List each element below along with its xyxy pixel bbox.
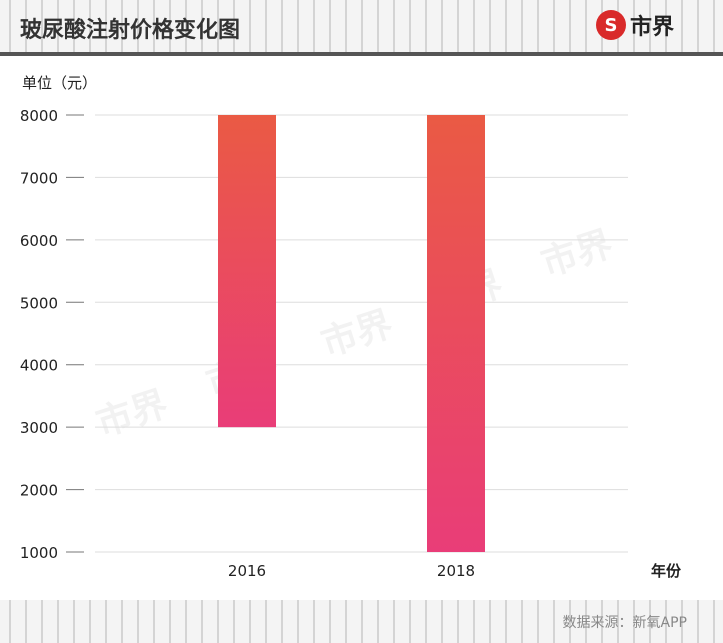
x-tick-label: 2018 [437,562,475,580]
logo-text: 市界 [630,15,675,40]
y-tick-label: 5000 [20,294,58,312]
chart-plot: 1000 2000 3000 4000 5000 6000 7000 8000 2016 2018… [20,107,682,580]
x-tick-label: 2016 [228,562,266,580]
bar-2018 [427,115,485,552]
bar-2016 [218,115,276,428]
y-tick-label: 4000 [20,357,58,375]
y-tick-label: 8000 [20,107,58,125]
x-axis-label: 年份 [651,562,682,580]
header-band: 玻尿酸注射价格变化图 S 市界 [0,0,723,56]
y-tick-label: 3000 [20,419,58,437]
y-tick-label: 7000 [20,169,58,187]
data-source: 数据来源：新氧APP [562,615,687,631]
logo: S 市界 [596,9,674,41]
y-tick-label: 2000 [20,482,58,500]
footer-band: 数据来源：新氧APP [0,600,723,643]
chart-title: 玻尿酸注射价格变化图 [20,18,241,43]
y-axis-label: 单位（元） [22,74,98,92]
y-tick-label: 1000 [20,544,58,562]
logo-icon: S [596,10,626,40]
y-tick-label: 6000 [20,232,58,250]
